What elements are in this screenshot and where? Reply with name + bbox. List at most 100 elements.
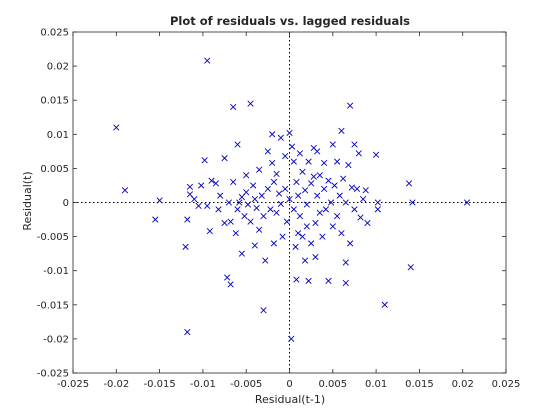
data-point-marker [204,202,211,210]
x-tick-label: 0 [286,379,292,390]
data-point-marker [359,195,367,203]
data-point-marker [355,150,362,157]
x-tick-label: 0.01 [365,379,387,390]
data-point-marker [310,173,317,180]
data-point-marker [409,199,416,206]
data-point-marker [347,102,354,109]
data-point-marker [251,195,258,203]
data-points [113,57,471,343]
data-point-marker [334,213,341,220]
data-point-marker [258,192,265,199]
data-point-marker [250,182,257,189]
x-tick-label: -0.005 [230,379,262,390]
data-point-marker [256,226,263,233]
y-tick-label: 0.025 [40,28,69,39]
data-point-marker [156,197,163,204]
data-point-marker [338,230,345,237]
data-point-marker [262,257,269,264]
zero-reference-lines [73,32,506,373]
data-point-marker [286,195,293,203]
data-point-marker [347,240,354,247]
y-tick-label: 0.02 [47,62,69,73]
data-point-marker [221,155,228,162]
data-point-marker [316,172,323,179]
data-point-marker [381,301,388,308]
data-point-marker [232,230,239,237]
axis-ticks: -0.025 -0.02 -0.015 -0.01 -0.005 0 0.005 0.01 0.… [37,28,521,391]
data-point-marker [270,178,278,186]
data-point-marker [241,213,248,220]
data-point-marker [264,185,271,192]
data-point-marker [325,277,332,285]
data-point-marker [195,202,202,210]
data-point-marker [273,170,280,177]
x-tick-label: -0.01 [190,379,216,390]
data-point-marker [277,200,284,207]
data-point-marker [329,223,336,230]
data-point-marker [269,159,276,167]
data-point-marker [342,259,349,266]
data-point-marker [198,182,205,189]
data-point-marker [340,175,347,182]
data-point-marker [208,177,215,184]
data-point-marker [267,206,274,213]
data-point-marker [351,206,358,213]
data-point-marker [238,250,245,257]
data-point-marker [191,195,198,203]
data-point-marker [308,240,315,247]
data-point-marker [282,185,289,192]
data-point-marker [364,219,371,227]
data-point-marker [212,180,220,187]
data-point-marker [270,240,278,247]
data-point-marker [247,218,254,225]
data-point-marker [184,328,191,336]
data-point-marker [206,228,213,235]
data-point-marker [251,242,258,249]
data-point-marker [224,274,231,281]
x-tick-label: -0.02 [103,379,129,390]
y-axis-label: Residual(t) [21,171,34,230]
data-point-marker [293,178,300,186]
data-point-marker [236,199,243,206]
data-point-marker [230,103,237,111]
x-tick-label: -0.015 [143,379,175,390]
data-point-marker [322,206,329,213]
data-point-marker [244,201,252,208]
data-point-marker [292,243,299,250]
data-point-marker [290,206,297,213]
data-point-marker [152,216,159,223]
data-point-marker [256,166,263,173]
y-tick-label: -0.01 [43,266,69,277]
data-point-marker [279,233,286,240]
data-point-marker [296,213,304,220]
data-point-marker [204,57,211,64]
y-tick-label: 0.005 [40,164,69,175]
data-point-marker [184,216,191,223]
y-tick-label: -0.025 [37,369,69,380]
data-point-marker [243,189,250,196]
data-point-marker [277,134,284,141]
data-point-marker [299,168,306,175]
data-point-marker [312,253,319,261]
data-point-marker [247,100,254,107]
x-tick-label: 0.015 [405,379,434,390]
data-point-marker [234,141,241,148]
data-point-marker [121,187,129,194]
data-point-marker [348,184,355,191]
data-point-marker [227,281,234,288]
data-point-marker [336,192,343,199]
data-point-marker [264,148,271,155]
data-point-marker [234,206,241,213]
data-point-marker [319,233,326,240]
y-tick-label: 0.01 [47,130,69,141]
data-point-marker [325,177,332,184]
data-point-marker [225,199,232,206]
data-point-marker [305,158,312,165]
x-axis-label: Residual(t-1) [255,393,325,406]
data-point-marker [227,218,234,225]
data-point-marker [345,161,352,169]
data-point-marker [201,157,208,164]
data-point-marker [282,153,289,160]
data-point-marker [283,218,291,225]
data-point-marker [217,192,224,199]
